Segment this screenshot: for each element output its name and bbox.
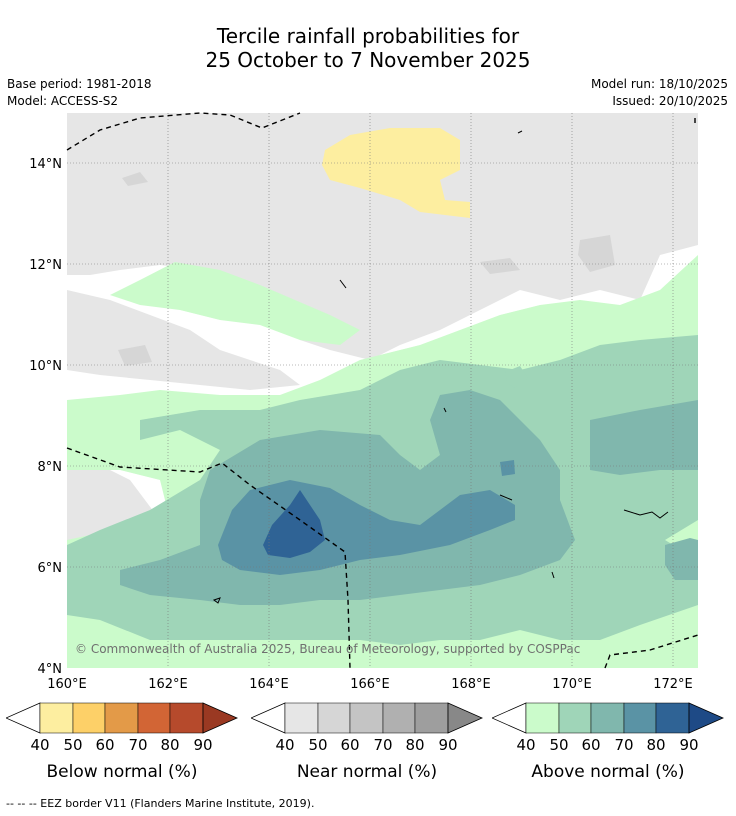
colorbar-near-swatch-50 (317, 702, 351, 734)
colorbar-below-swatch-60 (104, 702, 139, 734)
colorbar-below-normal (6, 702, 238, 734)
island-6 (499, 494, 513, 501)
below-normal-label: Below normal (%) (46, 762, 198, 782)
near-normal-inner-1 (578, 235, 615, 272)
colorbar-below-swatch-80 (169, 702, 204, 734)
colorbar-near-max-arrow (447, 702, 483, 734)
island-5 (443, 407, 447, 413)
near-normal-inner-4 (122, 172, 148, 186)
colorbar-below-max-arrow (202, 702, 238, 734)
eez-border-middle (66, 447, 351, 669)
island-3 (517, 130, 523, 134)
colorbar-above-swatch-50 (558, 702, 592, 734)
colorbar-below-tick-70: 70 (128, 736, 148, 754)
colorbar-below-tick-90: 90 (193, 736, 213, 754)
island-2 (212, 597, 221, 604)
colorbar-above-tick-70: 70 (614, 736, 634, 754)
colorbar-above-swatch-60 (590, 702, 625, 734)
colorbar-above-swatch-70 (623, 702, 657, 734)
colorbar-below-tick-40: 40 (30, 736, 50, 754)
lon-label-162e: 162°E (148, 677, 188, 692)
grid-lines (67, 113, 698, 668)
above-normal-60-east (590, 400, 698, 475)
colorbar-below-tick-80: 80 (160, 736, 180, 754)
colorbar-above-tick-50: 50 (549, 736, 569, 754)
near-normal-inner-2 (480, 258, 520, 274)
colorbar-near-swatch-40 (284, 702, 319, 734)
below-normal-region-north (322, 128, 470, 218)
lon-label-168e: 168°E (451, 677, 491, 692)
colorbar-below-tick-50: 50 (63, 736, 83, 754)
island-1 (623, 509, 669, 519)
colorbar-below-swatch-40 (39, 702, 74, 734)
colorbar-near-tick-90: 90 (438, 736, 458, 754)
copyright-notice: © Commonwealth of Australia 2025, Bureau… (75, 642, 580, 656)
lon-label-164e: 164°E (249, 677, 289, 692)
colorbar-near-min-arrow (251, 702, 286, 734)
base-period: Base period: 1981-2018 (7, 77, 152, 91)
probability-field (67, 113, 698, 668)
island-4 (339, 279, 347, 289)
colorbar-above-tick-40: 40 (516, 736, 536, 754)
colorbar-below-min-arrow (6, 702, 41, 734)
lat-label-6n: 6°N (38, 561, 63, 576)
colorbar-near-tick-70: 70 (373, 736, 393, 754)
above-normal-50-island (505, 366, 528, 388)
lon-label-160e: 160°E (47, 677, 87, 692)
colorbar-near-swatch-70 (382, 702, 416, 734)
lat-label-4n: 4°N (38, 662, 63, 677)
map-title-line-2: 25 October to 7 November 2025 (205, 48, 531, 72)
above-normal-70-dot (500, 460, 515, 476)
eez-border-credit: -- -- -- EEZ border V11 (Flanders Marine… (6, 797, 315, 810)
eez-border-north (66, 112, 301, 151)
colorbar-near-tick-50: 50 (308, 736, 328, 754)
model-name: Model: ACCESS-S2 (7, 94, 119, 108)
lat-label-10n: 10°N (29, 359, 62, 374)
colorbar-near-normal (251, 702, 483, 734)
colorbar-below-tick-60: 60 (95, 736, 115, 754)
islands (212, 130, 669, 604)
model-run: Model run: 18/10/2025 (590, 77, 728, 91)
colorbar-near-tick-60: 60 (340, 736, 360, 754)
lat-label-8n: 8°N (38, 460, 63, 475)
colorbar-above-tick-60: 60 (581, 736, 601, 754)
map-title-line-1: Tercile rainfall probabilities for (216, 24, 520, 48)
colorbar-above-swatch-80 (655, 702, 690, 734)
colorbar-below-swatch-50 (72, 702, 106, 734)
colorbar-near-swatch-80 (414, 702, 449, 734)
colorbar-near-tick-40: 40 (275, 736, 295, 754)
probability-map: 14°N 12°N 10°N 8°N 6°N 4°N 160°E 162°E 1… (29, 112, 699, 692)
lat-label-14n: 14°N (29, 157, 62, 172)
colorbar-above-tick-80: 80 (646, 736, 666, 754)
colorbar-above-min-arrow (492, 702, 527, 734)
near-normal-label: Near normal (%) (296, 762, 438, 782)
eez-borders (66, 112, 699, 669)
colorbar-near-swatch-60 (349, 702, 384, 734)
lat-label-12n: 12°N (29, 258, 62, 273)
lon-label-170e: 170°E (552, 677, 592, 692)
near-normal-inner-3 (118, 345, 152, 366)
issued-date: Issued: 20/10/2025 (612, 94, 728, 108)
colorbar-near-tick-80: 80 (405, 736, 425, 754)
near-normal-region-north (67, 113, 698, 360)
colorbar-below-swatch-70 (137, 702, 171, 734)
colorbar-above-tick-90: 90 (679, 736, 699, 754)
above-normal-80 (263, 490, 325, 558)
colorbar-above-normal (492, 702, 724, 734)
lon-label-172e: 172°E (653, 677, 693, 692)
colorbar-above-swatch-40 (525, 702, 560, 734)
island-7 (551, 571, 555, 579)
lon-label-166e: 166°E (350, 677, 390, 692)
above-normal-40-west-band (110, 262, 360, 345)
above-normal-label: Above normal (%) (531, 762, 685, 782)
colorbar-above-max-arrow (688, 702, 724, 734)
